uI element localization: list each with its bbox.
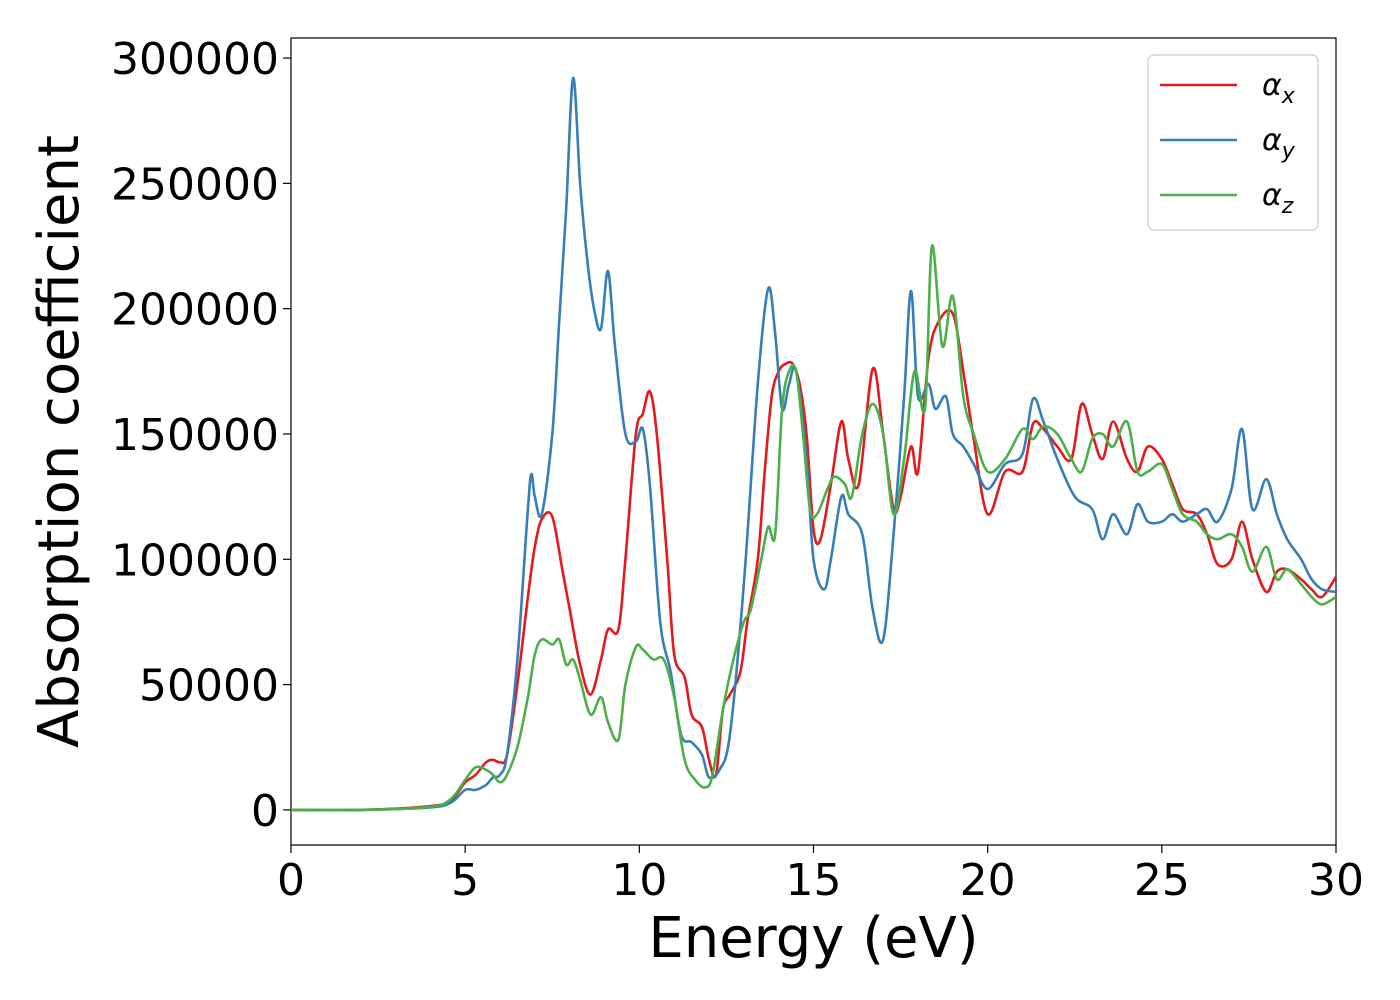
y-tick-label: 0: [251, 786, 279, 837]
series-layer: [291, 76, 1336, 812]
x-axis: 0 5 10 15 20 25 30: [277, 845, 1364, 906]
series-line-z: [291, 244, 1336, 812]
x-tick-label: 20: [960, 855, 1016, 906]
y-tick-label: 50000: [139, 661, 279, 712]
legend-subscript: x: [1281, 84, 1296, 109]
legend-label-z: αz: [1262, 178, 1294, 219]
y-tick-label: 300000: [111, 34, 279, 85]
y-axis: 0 50000 100000 150000 200000 250000 300000: [111, 34, 291, 837]
x-tick-label: 30: [1308, 855, 1364, 906]
legend-symbol: α: [1262, 68, 1282, 103]
y-tick-label: 150000: [111, 410, 279, 461]
y-axis-label: Absorption coefficient: [27, 135, 92, 748]
x-tick-label: 15: [786, 855, 842, 906]
legend-symbol: α: [1262, 178, 1282, 213]
x-tick-label: 5: [451, 855, 479, 906]
x-tick-label: 0: [277, 855, 305, 906]
legend-subscript: z: [1281, 194, 1294, 219]
legend-symbol: α: [1262, 123, 1282, 158]
x-tick-label: 10: [611, 855, 667, 906]
y-tick-label: 250000: [111, 159, 279, 210]
legend-label-y: αy: [1262, 123, 1296, 164]
x-tick-label: 25: [1134, 855, 1190, 906]
legend-subscript: y: [1281, 139, 1296, 164]
y-tick-label: 100000: [111, 535, 279, 586]
legend-box: [1147, 54, 1319, 231]
series-line-x: [291, 308, 1336, 812]
legend-label-x: αx: [1262, 68, 1296, 109]
y-tick-label: 200000: [111, 285, 279, 336]
x-axis-label: Energy (eV): [648, 906, 978, 971]
